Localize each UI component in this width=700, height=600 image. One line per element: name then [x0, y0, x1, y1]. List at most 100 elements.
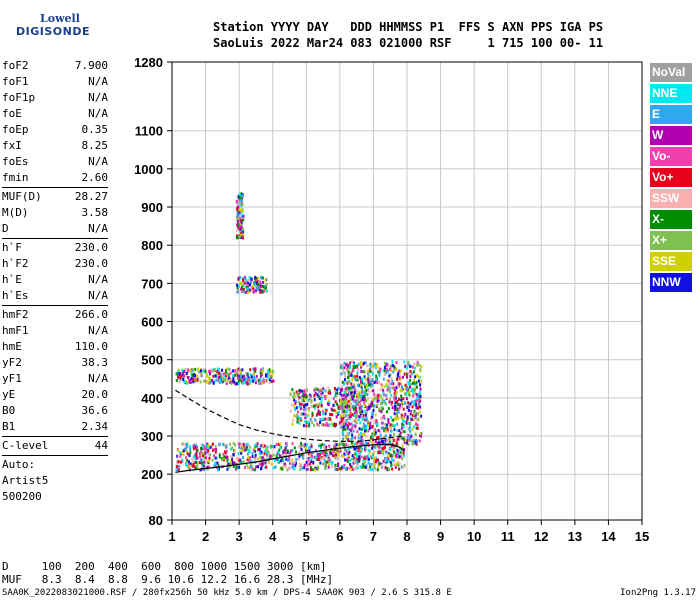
echo-point: [239, 371, 242, 375]
echo-point: [415, 385, 418, 389]
echo-point: [397, 437, 400, 441]
echo-point: [254, 275, 257, 279]
echo-point: [371, 444, 374, 448]
echo-point: [356, 463, 359, 467]
echo-point: [187, 368, 190, 372]
echo-point: [241, 375, 244, 379]
echo-point: [264, 278, 267, 282]
echo-point: [396, 403, 399, 407]
param-row: M(D) 3.58: [2, 205, 108, 221]
echo-point: [373, 403, 376, 407]
echo-point: [398, 435, 401, 439]
echo-point: [324, 389, 327, 393]
echo-point: [349, 363, 352, 367]
echo-point: [281, 452, 284, 456]
echo-point: [223, 372, 226, 376]
echo-point: [381, 401, 384, 405]
echo-point: [311, 451, 314, 455]
echo-point: [239, 233, 242, 237]
echo-point: [401, 402, 404, 406]
echo-point: [243, 466, 246, 470]
echo-point: [369, 380, 372, 384]
echo-point: [363, 401, 366, 405]
echo-point: [223, 455, 226, 459]
echo-point: [185, 444, 188, 448]
echo-point: [372, 389, 375, 393]
echo-point: [357, 397, 360, 401]
echo-point: [385, 458, 388, 462]
echo-point: [186, 465, 189, 469]
echo-point: [212, 369, 215, 373]
echo-point: [395, 360, 398, 364]
echo-point: [400, 426, 403, 430]
echo-point: [408, 439, 411, 443]
muf-row: MUF 8.3 8.4 8.8 9.6 10.6 12.2 16.6 28.3 …: [2, 573, 334, 586]
param-separator: [2, 238, 108, 239]
echo-point: [291, 465, 294, 469]
y-tick-label: 400: [141, 391, 163, 406]
echo-point: [350, 468, 353, 472]
echo-point: [241, 378, 244, 382]
auto-line1: Auto:: [2, 458, 36, 471]
echo-point: [373, 392, 376, 396]
echo-point: [360, 365, 363, 369]
echo-point: [198, 461, 201, 465]
echo-point: [398, 452, 401, 456]
echo-point: [393, 386, 396, 390]
echo-point: [184, 461, 187, 465]
echo-point: [346, 403, 349, 407]
y-tick-label: 500: [141, 353, 163, 368]
echo-point: [333, 445, 336, 449]
echo-point: [346, 393, 349, 397]
echo-point: [355, 418, 358, 422]
echo-point: [241, 196, 244, 200]
echo-point: [414, 399, 417, 403]
x-tick-label: 11: [501, 529, 515, 544]
echo-point: [176, 370, 179, 374]
echo-point: [367, 377, 370, 381]
echo-point: [363, 370, 366, 374]
echo-point: [320, 400, 323, 404]
plot-frame: [171, 61, 643, 521]
echo-point: [189, 451, 192, 455]
echo-point: [411, 413, 414, 417]
echo-point: [347, 408, 350, 412]
echo-point: [229, 381, 232, 385]
echo-point: [236, 235, 239, 239]
echo-point: [336, 402, 339, 406]
echo-point: [238, 201, 241, 205]
echo-point: [353, 385, 356, 389]
echo-point: [347, 425, 350, 429]
echo-point: [416, 423, 419, 427]
echo-point: [250, 277, 253, 281]
echo-point: [285, 457, 288, 461]
echo-point: [358, 433, 361, 437]
echo-point: [394, 417, 397, 421]
echo-point: [302, 392, 305, 396]
echo-point: [376, 363, 379, 367]
echo-point: [340, 422, 343, 426]
echo-point: [236, 207, 239, 211]
echo-point: [237, 452, 240, 456]
echo-point: [345, 467, 348, 471]
echo-point: [321, 391, 324, 395]
echo-point: [323, 445, 326, 449]
echo-point: [411, 381, 414, 385]
echo-point: [397, 381, 400, 385]
echo-point: [402, 419, 405, 423]
echo-point: [408, 393, 411, 397]
echo-point: [199, 459, 202, 463]
echo-point: [239, 276, 242, 280]
echo-point: [260, 463, 263, 467]
echo-point: [243, 380, 246, 384]
echo-point: [365, 455, 368, 459]
echo-point: [335, 415, 338, 419]
echo-point: [388, 468, 391, 472]
echo-point: [322, 423, 325, 427]
echo-point: [184, 367, 187, 371]
echo-point: [324, 417, 327, 421]
echo-point: [410, 434, 413, 438]
echo-point: [391, 459, 394, 463]
echo-point: [265, 286, 268, 290]
echo-point: [209, 377, 212, 381]
